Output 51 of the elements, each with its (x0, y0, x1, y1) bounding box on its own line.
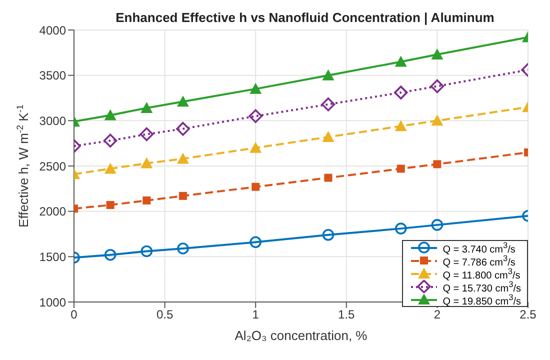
y-tick-label: 3000 (39, 114, 66, 128)
point (430, 79, 444, 94)
point (322, 69, 334, 80)
y-tick-label: 4000 (39, 23, 66, 38)
point (394, 222, 407, 234)
point (394, 86, 408, 100)
point (176, 152, 189, 164)
point (431, 48, 444, 60)
point (104, 162, 116, 174)
point (324, 174, 332, 182)
point (104, 109, 116, 120)
legend-label: Q = 3.740 cm$^{3}$/s (442, 240, 516, 256)
point (394, 120, 407, 132)
point (177, 242, 189, 254)
point (322, 229, 334, 241)
point (431, 114, 444, 126)
point (176, 96, 189, 107)
point (322, 130, 334, 142)
point (142, 196, 151, 204)
point (433, 160, 442, 168)
y-tick-label: 2500 (39, 159, 66, 174)
chart-title: Enhanced Effective h vs Nanofluid Concentration | Aluminum (116, 10, 494, 25)
point (140, 245, 153, 258)
x-tick-label: 2.5 (520, 308, 537, 322)
point (252, 182, 260, 191)
x-tick-label: 0.5 (156, 308, 174, 322)
y-tick-label: 2000 (39, 204, 66, 219)
x-tick-label: 1.5 (338, 308, 356, 322)
y-tick-label: 3500 (39, 68, 66, 83)
point (396, 164, 405, 173)
point (321, 97, 336, 112)
point (140, 102, 153, 113)
point (106, 200, 114, 209)
point (178, 192, 187, 200)
point (250, 82, 262, 94)
point (248, 109, 262, 124)
point (176, 122, 190, 136)
point (431, 219, 444, 231)
x-tick-label: 2 (434, 308, 441, 322)
y-tick-label: 1000 (39, 295, 66, 310)
point (250, 236, 262, 248)
point (103, 134, 118, 148)
x-axis-title: Al₂O₃ concentration, % (234, 328, 368, 343)
y-tick-label: 1500 (39, 250, 66, 264)
point (140, 157, 153, 168)
x-tick-label: 0 (70, 308, 78, 322)
point (394, 56, 407, 67)
point (250, 142, 262, 153)
point (104, 248, 116, 261)
x-tick-label: 1 (252, 308, 260, 322)
point (140, 127, 154, 142)
